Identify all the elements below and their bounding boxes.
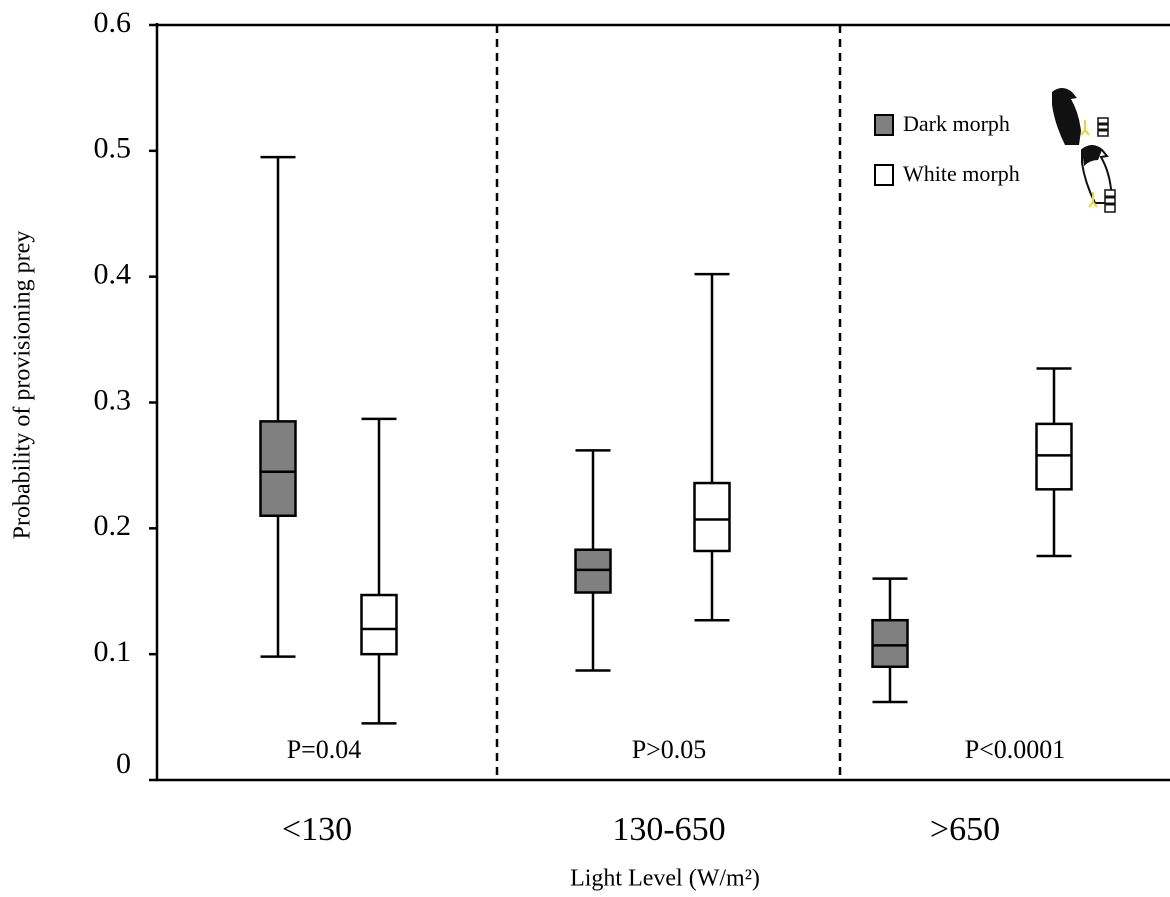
p-value: P>0.05 (632, 735, 707, 764)
x-tick-label: 130-650 (612, 811, 725, 848)
box (574, 548, 612, 594)
y-tick-label: 0.3 (94, 383, 132, 416)
legend-swatch (874, 114, 894, 136)
y-axis-label: Probability of provisioning prey (10, 231, 36, 540)
y-tick-label: 0.4 (94, 258, 132, 291)
y-tick-label: 0.1 (94, 635, 132, 668)
legend-label: White morph (903, 161, 1020, 186)
box (1035, 422, 1073, 491)
box (693, 481, 731, 553)
box (360, 593, 398, 656)
bird-icon-dark (1052, 88, 1109, 145)
x-tick-label: >650 (930, 811, 1000, 848)
y-tick-label: 0.5 (94, 132, 132, 165)
x-axis-label: Light Level (W/m²) (570, 866, 760, 892)
p-value: P<0.0001 (965, 735, 1066, 764)
legend-swatch (874, 164, 894, 186)
y-tick-label: 0.2 (94, 509, 132, 542)
x-tick-label: <130 (282, 811, 352, 848)
y-tick-label: 0 (116, 747, 131, 780)
y-tick-label: 0.6 (94, 6, 132, 39)
legend-label: Dark morph (903, 111, 1010, 136)
box (259, 420, 297, 517)
bird-icon-white (1081, 145, 1116, 213)
p-value: P=0.04 (287, 735, 362, 764)
box (871, 618, 909, 668)
